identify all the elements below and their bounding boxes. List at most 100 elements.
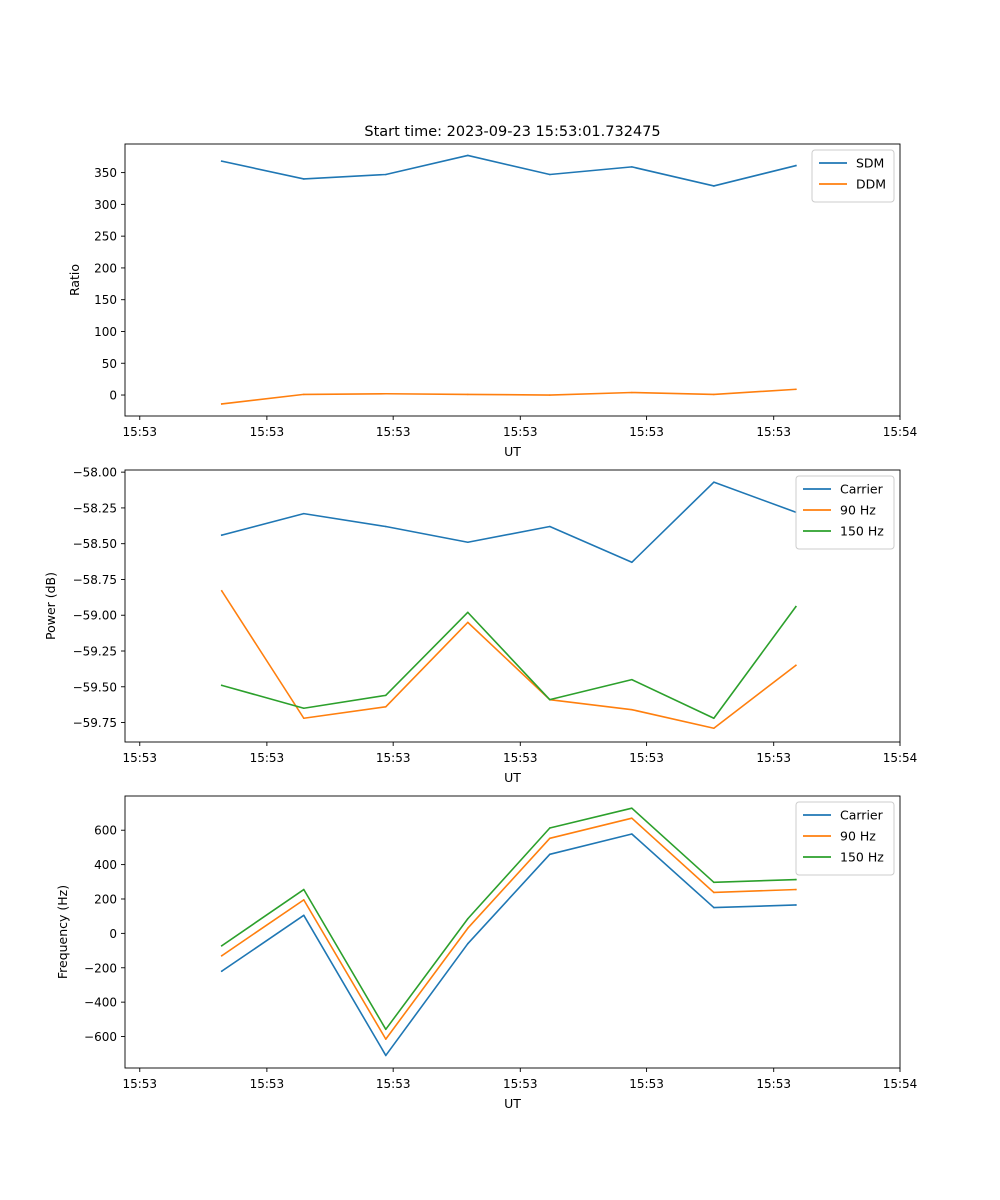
data-point [220, 684, 223, 687]
x-tick-label: 15:54 [883, 425, 918, 439]
y-tick-label: 400 [94, 858, 117, 872]
y-tick-label: −59.00 [73, 609, 117, 623]
y-tick-label: 50 [102, 357, 117, 371]
y-axis-label: Power (dB) [43, 572, 58, 640]
data-point [795, 878, 797, 881]
x-tick-label: 15:53 [629, 425, 664, 439]
chart-panel-2: 15:53 15:53 15:53 15:53 15:53 15:53 15:54 −59.7… [43, 466, 917, 785]
legend: Carrier 90 Hz 150 Hz [795, 801, 895, 876]
data-point [384, 1054, 387, 1057]
x-tick-label: 15:53 [629, 751, 664, 765]
data-point [220, 403, 223, 405]
data-point [631, 807, 633, 810]
x-tick-label: 15:53 [629, 1077, 664, 1091]
data-point [713, 727, 715, 730]
data-point [302, 914, 305, 917]
y-tick-label: 0 [109, 389, 117, 403]
data-point [631, 166, 633, 168]
legend-label: Carrier [840, 482, 884, 497]
series-line-sdm [220, 154, 797, 187]
data-point [384, 173, 387, 176]
x-tick-label: 15:54 [883, 751, 918, 765]
data-point [302, 178, 305, 180]
data-point [302, 512, 305, 515]
chart-panel-3: 15:53 15:53 15:53 15:53 15:53 15:53 15:54 −600 −… [55, 795, 918, 1111]
x-tick-label: 15:53 [376, 1077, 411, 1091]
data-point [220, 534, 223, 536]
y-tick-label: −58.50 [73, 537, 117, 551]
x-tick-label: 15:53 [250, 425, 285, 439]
y-tick-label: −59.75 [73, 716, 117, 730]
data-point [384, 694, 387, 697]
data-point [631, 817, 633, 819]
y-axis-label: Ratio [67, 264, 82, 296]
data-point [631, 391, 633, 394]
data-point [302, 899, 305, 901]
data-point [713, 906, 715, 909]
data-point [631, 708, 633, 711]
data-point [549, 394, 551, 396]
data-point [467, 611, 469, 614]
x-tick-label: 15:53 [250, 751, 285, 765]
data-point [384, 706, 387, 708]
series-line-150-hz [220, 807, 797, 1031]
x-tick-label: 15:53 [250, 1077, 285, 1091]
data-point [302, 707, 305, 710]
y-tick-label: 250 [94, 230, 117, 244]
data-point [549, 837, 551, 840]
data-point [713, 185, 715, 187]
x-axis-label: UT [504, 770, 521, 785]
series-line-150-hz [220, 605, 797, 720]
x-tick-label: 15:53 [503, 1077, 538, 1091]
series-line-carrier [220, 833, 797, 1057]
legend-label: 90 Hz [840, 829, 876, 844]
y-tick-label: −200 [84, 961, 117, 975]
data-point [302, 717, 305, 720]
y-tick-label: 350 [94, 166, 117, 180]
legend-label: DDM [856, 177, 886, 192]
x-tick-label: 15:53 [376, 425, 411, 439]
legend-label: 90 Hz [840, 503, 876, 518]
data-point [467, 541, 469, 544]
data-point [384, 392, 387, 395]
data-point [467, 927, 469, 930]
data-point [631, 561, 633, 564]
data-point [631, 833, 633, 835]
y-tick-label: 600 [94, 824, 117, 838]
axes-frame [124, 795, 901, 1069]
series-line-carrier [220, 481, 797, 564]
series-line-90-hz [220, 589, 797, 730]
x-tick-label: 15:53 [503, 751, 538, 765]
y-tick-label: −59.25 [73, 644, 117, 658]
y-tick-label: 200 [94, 892, 117, 906]
legend-label: SDM [856, 156, 884, 171]
x-tick-label: 15:53 [122, 751, 157, 765]
x-axis-label: UT [504, 444, 521, 459]
data-point [795, 164, 797, 167]
data-point [795, 664, 797, 667]
x-tick-label: 15:53 [503, 425, 538, 439]
data-point [220, 944, 223, 947]
x-tick-label: 15:53 [122, 425, 157, 439]
data-point [467, 154, 469, 157]
x-tick-label: 15:53 [756, 1077, 791, 1091]
y-axis-label: Frequency (Hz) [55, 885, 70, 979]
data-point [384, 525, 387, 528]
data-point [467, 942, 469, 945]
legend: SDM DDM [811, 149, 895, 203]
data-point [795, 388, 797, 391]
series-line-90-hz [220, 817, 797, 1040]
data-point [220, 160, 223, 162]
data-point [549, 173, 551, 176]
data-point [302, 888, 305, 891]
y-tick-label: −58.25 [73, 501, 117, 515]
x-tick-label: 15:54 [883, 1077, 918, 1091]
y-tick-label: 100 [94, 325, 117, 339]
legend-label: Carrier [840, 808, 884, 823]
y-tick-label: −58.75 [73, 573, 117, 587]
data-point [713, 881, 715, 884]
y-tick-label: −400 [84, 996, 117, 1010]
y-tick-label: 150 [94, 293, 117, 307]
data-point [631, 678, 633, 681]
